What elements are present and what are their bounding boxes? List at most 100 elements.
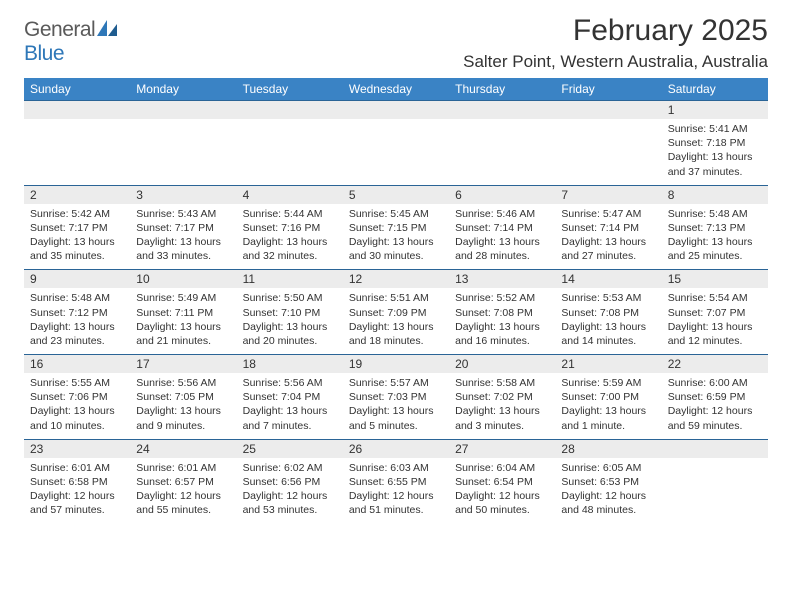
day-detail: Sunrise: 5:47 AMSunset: 7:14 PMDaylight:…	[555, 204, 661, 270]
sunset-text: Sunset: 7:09 PM	[349, 306, 443, 320]
weekday-header: Thursday	[449, 78, 555, 101]
day-detail: Sunrise: 5:56 AMSunset: 7:05 PMDaylight:…	[130, 373, 236, 439]
day-detail	[237, 119, 343, 179]
day-detail: Sunrise: 5:58 AMSunset: 7:02 PMDaylight:…	[449, 373, 555, 439]
day-cell: 10Sunrise: 5:49 AMSunset: 7:11 PMDayligh…	[130, 270, 236, 355]
daylight-text: Daylight: 13 hours and 30 minutes.	[349, 235, 443, 263]
sunset-text: Sunset: 6:59 PM	[668, 390, 762, 404]
day-detail: Sunrise: 5:41 AMSunset: 7:18 PMDaylight:…	[662, 119, 768, 185]
sunset-text: Sunset: 6:58 PM	[30, 475, 124, 489]
sunset-text: Sunset: 7:06 PM	[30, 390, 124, 404]
daylight-text: Daylight: 13 hours and 21 minutes.	[136, 320, 230, 348]
day-number: 13	[449, 270, 555, 288]
week-row: 16Sunrise: 5:55 AMSunset: 7:06 PMDayligh…	[24, 355, 768, 440]
day-cell: 21Sunrise: 5:59 AMSunset: 7:00 PMDayligh…	[555, 355, 661, 440]
daylight-text: Daylight: 12 hours and 50 minutes.	[455, 489, 549, 517]
calendar-body: 1Sunrise: 5:41 AMSunset: 7:18 PMDaylight…	[24, 101, 768, 524]
sunrise-text: Sunrise: 6:02 AM	[243, 461, 337, 475]
daylight-text: Daylight: 13 hours and 25 minutes.	[668, 235, 762, 263]
title-block: February 2025 Salter Point, Western Aust…	[463, 14, 768, 72]
week-row: 2Sunrise: 5:42 AMSunset: 7:17 PMDaylight…	[24, 185, 768, 270]
day-cell: 26Sunrise: 6:03 AMSunset: 6:55 PMDayligh…	[343, 439, 449, 523]
sunset-text: Sunset: 7:11 PM	[136, 306, 230, 320]
day-number: 9	[24, 270, 130, 288]
day-number: 23	[24, 440, 130, 458]
logo-sails-icon	[97, 18, 119, 41]
daylight-text: Daylight: 13 hours and 27 minutes.	[561, 235, 655, 263]
day-detail: Sunrise: 6:05 AMSunset: 6:53 PMDaylight:…	[555, 458, 661, 524]
sunset-text: Sunset: 7:02 PM	[455, 390, 549, 404]
sunset-text: Sunset: 7:05 PM	[136, 390, 230, 404]
day-number: 17	[130, 355, 236, 373]
daylight-text: Daylight: 13 hours and 5 minutes.	[349, 404, 443, 432]
month-title: February 2025	[463, 14, 768, 48]
day-detail: Sunrise: 5:46 AMSunset: 7:14 PMDaylight:…	[449, 204, 555, 270]
day-detail: Sunrise: 6:02 AMSunset: 6:56 PMDaylight:…	[237, 458, 343, 524]
daylight-text: Daylight: 13 hours and 35 minutes.	[30, 235, 124, 263]
sunrise-text: Sunrise: 5:41 AM	[668, 122, 762, 136]
day-cell: 11Sunrise: 5:50 AMSunset: 7:10 PMDayligh…	[237, 270, 343, 355]
daylight-text: Daylight: 13 hours and 23 minutes.	[30, 320, 124, 348]
daylight-text: Daylight: 13 hours and 32 minutes.	[243, 235, 337, 263]
weekday-header: Tuesday	[237, 78, 343, 101]
week-row: 9Sunrise: 5:48 AMSunset: 7:12 PMDaylight…	[24, 270, 768, 355]
sunrise-text: Sunrise: 6:01 AM	[136, 461, 230, 475]
logo-text-general: General	[24, 18, 95, 41]
day-number: 11	[237, 270, 343, 288]
sunrise-text: Sunrise: 5:52 AM	[455, 291, 549, 305]
weekday-header: Friday	[555, 78, 661, 101]
day-number	[343, 101, 449, 119]
day-detail: Sunrise: 6:03 AMSunset: 6:55 PMDaylight:…	[343, 458, 449, 524]
day-cell: 23Sunrise: 6:01 AMSunset: 6:58 PMDayligh…	[24, 439, 130, 523]
sunset-text: Sunset: 7:14 PM	[561, 221, 655, 235]
day-number: 25	[237, 440, 343, 458]
day-number: 26	[343, 440, 449, 458]
sunrise-text: Sunrise: 5:56 AM	[136, 376, 230, 390]
daylight-text: Daylight: 13 hours and 9 minutes.	[136, 404, 230, 432]
day-cell: 18Sunrise: 5:56 AMSunset: 7:04 PMDayligh…	[237, 355, 343, 440]
day-cell: 9 Sunrise: 5:48 AMSunset: 7:12 PMDaylight…	[24, 270, 130, 355]
day-cell: 25Sunrise: 6:02 AMSunset: 6:56 PMDayligh…	[237, 439, 343, 523]
sunset-text: Sunset: 7:00 PM	[561, 390, 655, 404]
day-detail: Sunrise: 5:49 AMSunset: 7:11 PMDaylight:…	[130, 288, 236, 354]
day-cell: 28Sunrise: 6:05 AMSunset: 6:53 PMDayligh…	[555, 439, 661, 523]
day-detail	[24, 119, 130, 179]
day-detail: Sunrise: 5:42 AMSunset: 7:17 PMDaylight:…	[24, 204, 130, 270]
day-detail: Sunrise: 6:04 AMSunset: 6:54 PMDaylight:…	[449, 458, 555, 524]
sunrise-text: Sunrise: 5:48 AM	[30, 291, 124, 305]
sunset-text: Sunset: 7:16 PM	[243, 221, 337, 235]
day-number	[24, 101, 130, 119]
daylight-text: Daylight: 13 hours and 18 minutes.	[349, 320, 443, 348]
day-number: 4	[237, 186, 343, 204]
daylight-text: Daylight: 12 hours and 55 minutes.	[136, 489, 230, 517]
day-cell	[662, 439, 768, 523]
sunrise-text: Sunrise: 5:45 AM	[349, 207, 443, 221]
day-cell	[24, 101, 130, 186]
day-number: 15	[662, 270, 768, 288]
daylight-text: Daylight: 13 hours and 33 minutes.	[136, 235, 230, 263]
sunrise-text: Sunrise: 6:03 AM	[349, 461, 443, 475]
weekday-header: Monday	[130, 78, 236, 101]
sunset-text: Sunset: 6:56 PM	[243, 475, 337, 489]
day-detail: Sunrise: 5:55 AMSunset: 7:06 PMDaylight:…	[24, 373, 130, 439]
weekday-header: Saturday	[662, 78, 768, 101]
day-number: 5	[343, 186, 449, 204]
page-header: General Blue February 2025 Salter Point,…	[24, 14, 768, 72]
daylight-text: Daylight: 12 hours and 57 minutes.	[30, 489, 124, 517]
sunset-text: Sunset: 7:03 PM	[349, 390, 443, 404]
day-detail: Sunrise: 5:59 AMSunset: 7:00 PMDaylight:…	[555, 373, 661, 439]
daylight-text: Daylight: 13 hours and 10 minutes.	[30, 404, 124, 432]
sunset-text: Sunset: 7:12 PM	[30, 306, 124, 320]
weekday-header: Wednesday	[343, 78, 449, 101]
day-number: 8	[662, 186, 768, 204]
day-number	[130, 101, 236, 119]
day-number	[662, 440, 768, 458]
sunrise-text: Sunrise: 5:54 AM	[668, 291, 762, 305]
sunset-text: Sunset: 7:18 PM	[668, 136, 762, 150]
day-cell	[237, 101, 343, 186]
day-cell	[343, 101, 449, 186]
daylight-text: Daylight: 12 hours and 59 minutes.	[668, 404, 762, 432]
day-detail: Sunrise: 5:52 AMSunset: 7:08 PMDaylight:…	[449, 288, 555, 354]
sunset-text: Sunset: 6:54 PM	[455, 475, 549, 489]
sunrise-text: Sunrise: 5:59 AM	[561, 376, 655, 390]
